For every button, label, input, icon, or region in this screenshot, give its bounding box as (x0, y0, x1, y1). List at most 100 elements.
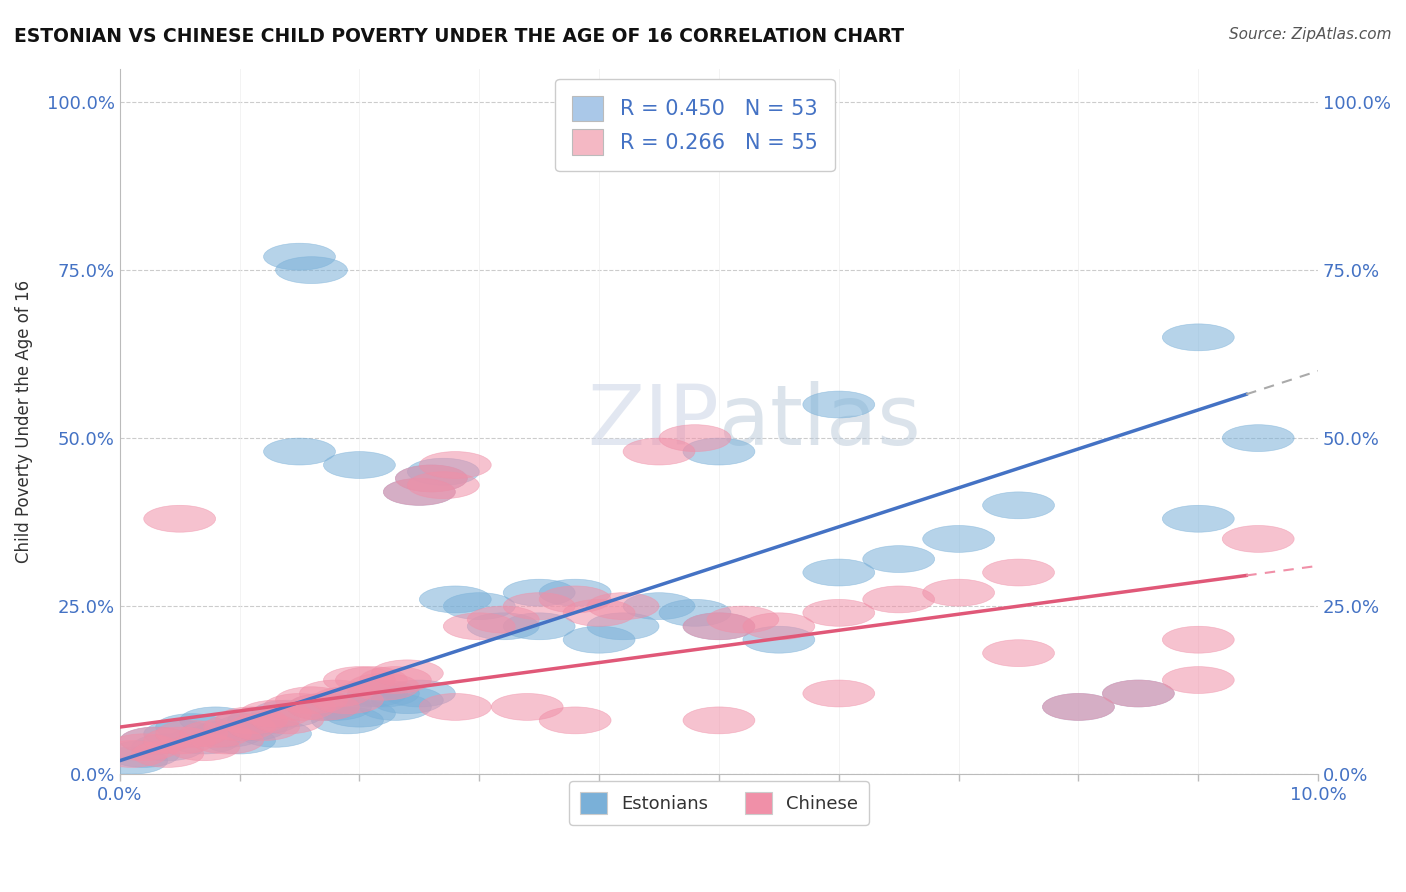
Ellipse shape (299, 693, 371, 721)
Ellipse shape (96, 747, 167, 774)
Ellipse shape (419, 586, 491, 613)
Ellipse shape (143, 721, 215, 747)
Ellipse shape (323, 666, 395, 693)
Ellipse shape (167, 727, 239, 754)
Ellipse shape (419, 451, 491, 478)
Ellipse shape (1163, 666, 1234, 693)
Ellipse shape (1222, 525, 1294, 552)
Ellipse shape (347, 680, 419, 707)
Ellipse shape (252, 700, 323, 727)
Ellipse shape (384, 680, 456, 707)
Ellipse shape (143, 506, 215, 533)
Text: ZIP: ZIP (588, 381, 718, 462)
Ellipse shape (336, 680, 408, 707)
Ellipse shape (922, 579, 994, 607)
Ellipse shape (623, 438, 695, 465)
Ellipse shape (108, 734, 180, 761)
Ellipse shape (683, 613, 755, 640)
Ellipse shape (132, 740, 204, 767)
Ellipse shape (167, 734, 239, 761)
Ellipse shape (659, 425, 731, 451)
Ellipse shape (263, 244, 336, 270)
Ellipse shape (347, 673, 419, 700)
Ellipse shape (143, 727, 215, 754)
Ellipse shape (287, 693, 360, 721)
Ellipse shape (564, 599, 636, 626)
Ellipse shape (1102, 680, 1174, 707)
Ellipse shape (863, 586, 935, 613)
Ellipse shape (120, 727, 191, 754)
Ellipse shape (312, 687, 384, 714)
Ellipse shape (312, 707, 384, 734)
Ellipse shape (503, 579, 575, 607)
Ellipse shape (323, 451, 395, 478)
Ellipse shape (683, 707, 755, 734)
Ellipse shape (742, 626, 815, 653)
Ellipse shape (215, 714, 287, 740)
Ellipse shape (204, 727, 276, 754)
Ellipse shape (180, 721, 252, 747)
Ellipse shape (503, 592, 575, 620)
Ellipse shape (659, 599, 731, 626)
Ellipse shape (1042, 693, 1115, 721)
Ellipse shape (538, 586, 612, 613)
Ellipse shape (564, 626, 636, 653)
Ellipse shape (276, 687, 347, 714)
Ellipse shape (683, 613, 755, 640)
Ellipse shape (287, 693, 360, 721)
Ellipse shape (108, 740, 180, 767)
Ellipse shape (491, 693, 564, 721)
Ellipse shape (588, 613, 659, 640)
Ellipse shape (371, 687, 443, 714)
Ellipse shape (863, 546, 935, 573)
Ellipse shape (983, 491, 1054, 519)
Ellipse shape (538, 707, 612, 734)
Ellipse shape (156, 721, 228, 747)
Ellipse shape (132, 734, 204, 761)
Ellipse shape (263, 438, 336, 465)
Ellipse shape (803, 599, 875, 626)
Ellipse shape (922, 525, 994, 552)
Ellipse shape (191, 721, 263, 747)
Ellipse shape (467, 607, 538, 633)
Ellipse shape (384, 478, 456, 506)
Ellipse shape (803, 391, 875, 418)
Ellipse shape (191, 727, 263, 754)
Ellipse shape (803, 559, 875, 586)
Ellipse shape (803, 680, 875, 707)
Text: ESTONIAN VS CHINESE CHILD POVERTY UNDER THE AGE OF 16 CORRELATION CHART: ESTONIAN VS CHINESE CHILD POVERTY UNDER … (14, 27, 904, 45)
Text: Source: ZipAtlas.com: Source: ZipAtlas.com (1229, 27, 1392, 42)
Ellipse shape (180, 707, 252, 734)
Ellipse shape (239, 721, 312, 747)
Text: atlas: atlas (718, 381, 921, 462)
Ellipse shape (336, 666, 408, 693)
Ellipse shape (395, 465, 467, 491)
Ellipse shape (276, 257, 347, 284)
Ellipse shape (204, 714, 276, 740)
Ellipse shape (299, 680, 371, 707)
Y-axis label: Child Poverty Under the Age of 16: Child Poverty Under the Age of 16 (15, 280, 32, 563)
Ellipse shape (395, 465, 467, 491)
Ellipse shape (408, 458, 479, 485)
Ellipse shape (371, 660, 443, 687)
Ellipse shape (467, 613, 538, 640)
Ellipse shape (1042, 693, 1115, 721)
Ellipse shape (360, 693, 432, 721)
Ellipse shape (742, 613, 815, 640)
Ellipse shape (360, 666, 432, 693)
Ellipse shape (1163, 324, 1234, 351)
Ellipse shape (263, 693, 336, 721)
Ellipse shape (239, 700, 312, 727)
Ellipse shape (588, 592, 659, 620)
Ellipse shape (538, 579, 612, 607)
Ellipse shape (983, 640, 1054, 666)
Ellipse shape (707, 607, 779, 633)
Ellipse shape (384, 478, 456, 506)
Ellipse shape (228, 714, 299, 740)
Ellipse shape (252, 707, 323, 734)
Ellipse shape (1102, 680, 1174, 707)
Ellipse shape (323, 700, 395, 727)
Ellipse shape (443, 613, 515, 640)
Ellipse shape (156, 714, 228, 740)
Ellipse shape (503, 613, 575, 640)
